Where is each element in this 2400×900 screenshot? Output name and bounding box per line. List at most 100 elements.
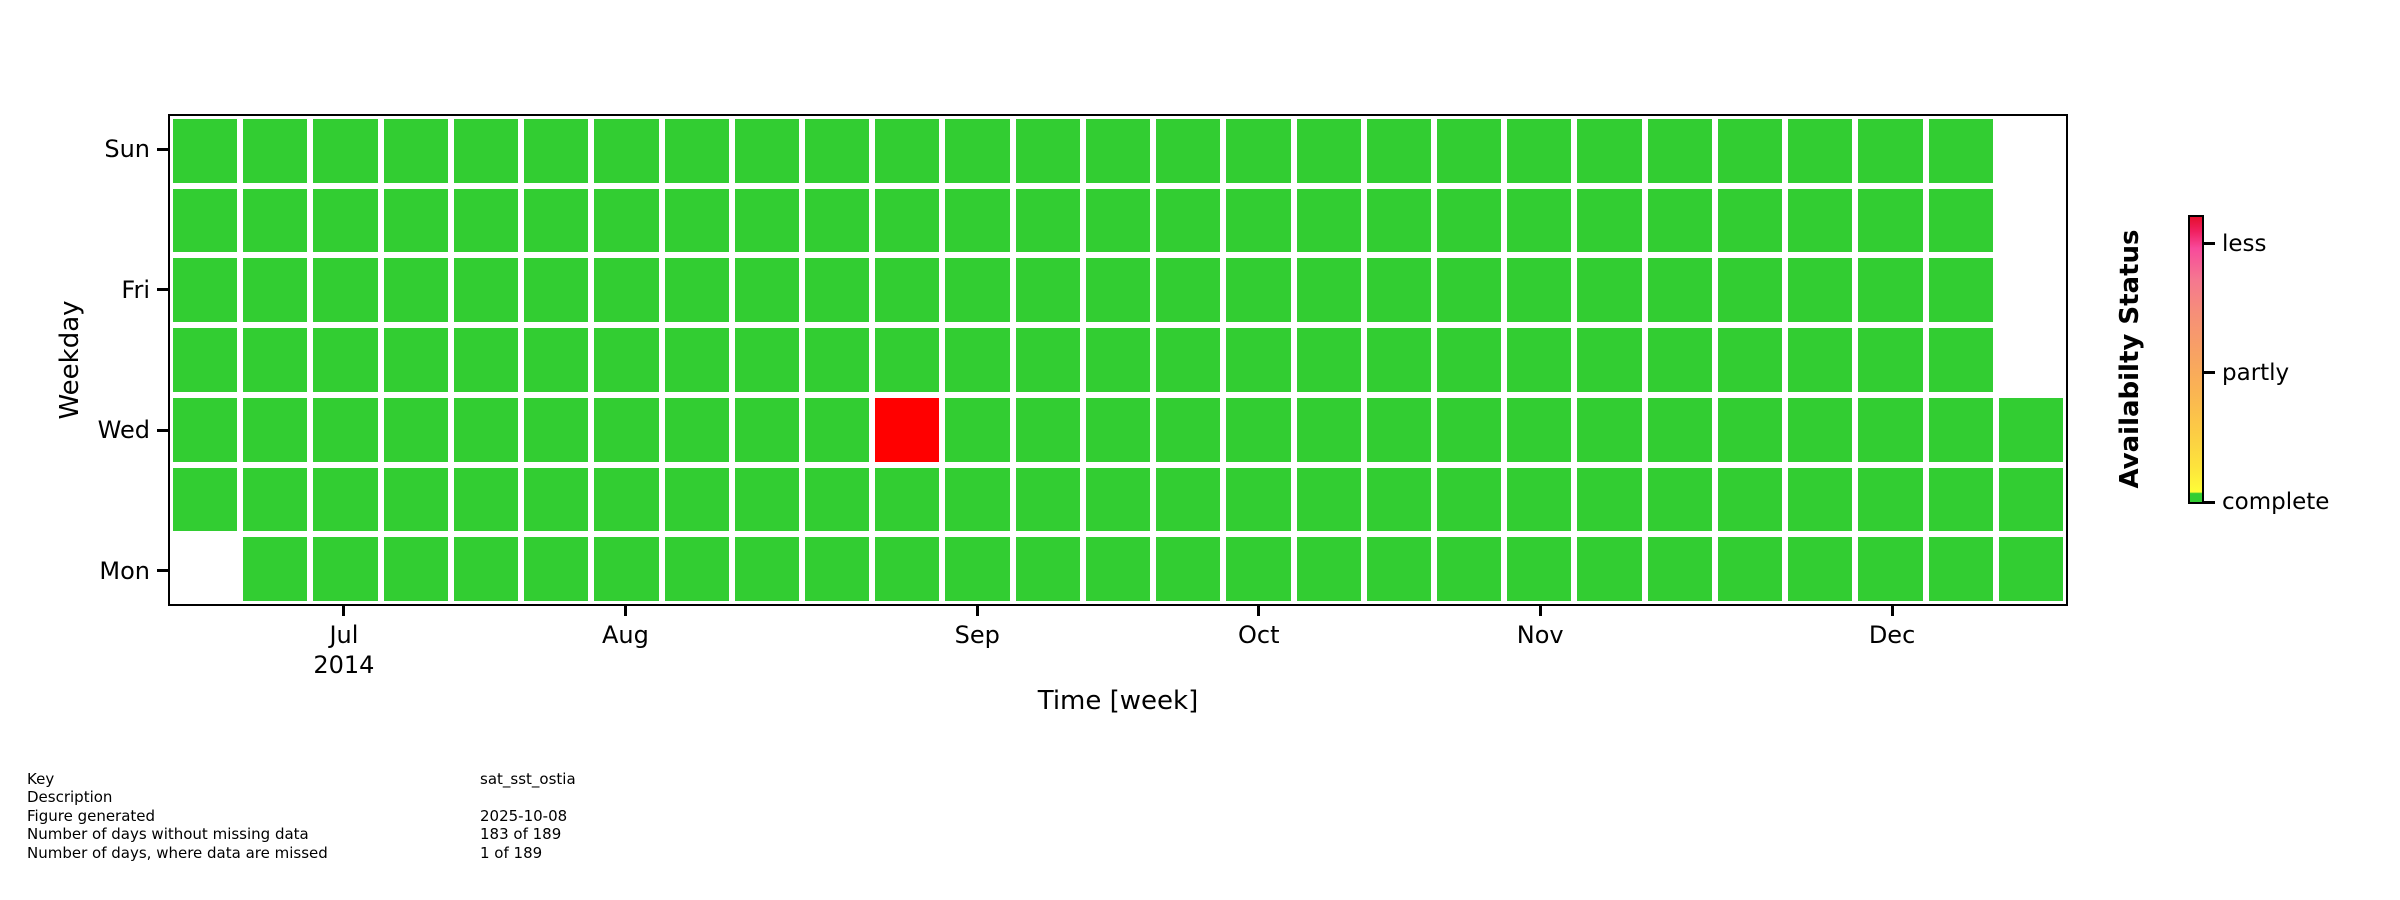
day-cell-Sun-w23 (1717, 119, 1783, 183)
day-cell-Tue-w22 (1647, 467, 1712, 532)
day-cell-Tue-w24 (1788, 467, 1853, 532)
day-cell-Wed-w22 (1647, 397, 1712, 462)
day-cell-Sun-w25 (1858, 119, 1923, 183)
day-cell-Sun-w4 (383, 119, 448, 183)
day-cell-Wed-w25 (1858, 397, 1923, 462)
day-cell-Tue-w8 (664, 467, 729, 532)
x-tick-Jul (342, 606, 346, 616)
annotation-row: Key sat_sst_ostia (27, 770, 576, 788)
day-cell-Sat-w16 (1226, 188, 1291, 253)
day-cell-Mon-w27 (1998, 537, 2063, 601)
day-cell-Wed-w8 (664, 397, 729, 462)
x-tick-Oct (1257, 606, 1261, 616)
day-cell-Tue-w6 (524, 467, 589, 532)
day-cell-Fri-w20 (1507, 258, 1572, 323)
day-cell-Sat-w15 (1156, 188, 1221, 253)
day-cell-Sun-w3 (313, 119, 378, 183)
day-cell-Mon-w1 (173, 537, 237, 601)
day-cell-Wed-w6 (524, 397, 589, 462)
day-cell-Sat-w11 (875, 188, 940, 253)
day-cell-Tue-w26 (1928, 467, 1993, 532)
day-cell-Sat-w3 (313, 188, 378, 253)
day-cell-Wed-w20 (1507, 397, 1572, 462)
day-cell-Tue-w17 (1296, 467, 1361, 532)
day-cell-Tue-w5 (453, 467, 519, 532)
day-cell-Tue-w7 (594, 467, 659, 532)
day-cell-Wed-w7 (594, 397, 659, 462)
annotation-label-0: Key (27, 770, 55, 788)
day-cell-Sun-w22 (1647, 119, 1712, 183)
day-cell-Mon-w14 (1085, 537, 1151, 601)
day-cell-Sun-w9 (734, 119, 799, 183)
day-cell-Fri-w10 (804, 258, 870, 323)
annotation-table: Key sat_sst_ostia Description Figure genera… (27, 770, 576, 862)
day-cell-Tue-w11 (875, 467, 940, 532)
heatmap-plot (168, 114, 2068, 606)
day-cell-Tue-w14 (1085, 467, 1151, 532)
day-cell-Thu-w21 (1577, 328, 1642, 392)
day-cell-Wed-w5 (453, 397, 519, 462)
day-cell-Fri-w17 (1296, 258, 1361, 323)
day-cell-Wed-w14 (1085, 397, 1151, 462)
day-cell-Sat-w4 (383, 188, 448, 253)
annotation-label-3: Number of days without missing data (27, 825, 309, 844)
day-cell-Fri-w21 (1577, 258, 1642, 323)
annotation-label-4: Number of days, where data are missed (27, 843, 328, 862)
x-tick-Nov (1538, 606, 1542, 616)
day-cell-Wed-w21 (1577, 397, 1642, 462)
day-cell-Mon-w18 (1366, 537, 1431, 601)
day-cell-Wed-w24 (1788, 397, 1853, 462)
day-cell-Sat-w1 (173, 188, 238, 253)
day-cell-Mon-w21 (1577, 537, 1642, 601)
colorbar-tick-complete (2203, 500, 2215, 504)
day-cell-Mon-w16 (1226, 537, 1291, 601)
day-cell-Tue-w10 (804, 467, 870, 532)
day-cell-Thu-w2 (243, 328, 308, 392)
day-cell-Sat-w27 (1999, 189, 2063, 253)
day-cell-Sun-w17 (1296, 119, 1361, 183)
annotation-value-0: sat_sst_ostia (480, 770, 576, 788)
day-cell-Thu-w3 (313, 328, 378, 392)
day-cell-Thu-w14 (1085, 328, 1151, 392)
day-cell-Tue-w23 (1717, 467, 1783, 532)
day-cell-Tue-w1 (173, 467, 238, 532)
day-cell-Thu-w9 (734, 328, 799, 392)
y-tick-Sun (157, 147, 168, 151)
colorbar-tick-partly (2203, 371, 2215, 375)
day-cell-Tue-w2 (243, 467, 308, 532)
day-cell-Wed-w12 (945, 397, 1010, 462)
day-cell-Fri-w5 (453, 258, 519, 323)
day-cell-Sat-w5 (453, 188, 519, 253)
day-cell-Sun-w19 (1436, 119, 1502, 183)
day-cell-Sat-w2 (243, 188, 308, 253)
x-tick-label-Oct: Oct (1237, 621, 1280, 649)
day-cell-Tue-w21 (1577, 467, 1642, 532)
x-tick-label-Dec: Dec (1868, 621, 1916, 649)
day-cell-Thu-w23 (1717, 328, 1783, 392)
day-cell-Sat-w13 (1015, 188, 1080, 253)
day-cell-Fri-w3 (313, 258, 378, 323)
colorbar-title: Availabilty Status (2115, 229, 2145, 489)
day-cell-Fri-w19 (1436, 258, 1502, 323)
day-cell-Sat-w26 (1928, 188, 1993, 253)
y-tick-label-Sun: Sun (104, 135, 150, 164)
day-cell-Fri-w2 (243, 258, 308, 323)
day-cell-Sun-w20 (1507, 119, 1572, 183)
annotation-label-1: Description (27, 788, 113, 807)
day-cell-Sat-w9 (734, 188, 799, 253)
day-cell-Fri-w12 (945, 258, 1010, 323)
day-cell-Fri-w23 (1717, 258, 1783, 323)
day-cell-Fri-w26 (1928, 258, 1993, 323)
day-cell-Mon-w3 (313, 537, 378, 601)
day-cell-Mon-w12 (945, 537, 1010, 601)
day-cell-Fri-w16 (1226, 258, 1291, 323)
day-cell-Fri-w8 (664, 258, 729, 323)
heatmap-grid (170, 116, 2066, 604)
day-cell-Thu-w22 (1647, 328, 1712, 392)
day-cell-Sat-w25 (1858, 188, 1923, 253)
day-cell-Sun-w5 (453, 119, 519, 183)
day-cell-Fri-w1 (173, 258, 238, 323)
x-tick-year-label: 2014 (313, 651, 375, 679)
day-cell-Thu-w16 (1226, 328, 1291, 392)
day-cell-Sat-w17 (1296, 188, 1361, 253)
